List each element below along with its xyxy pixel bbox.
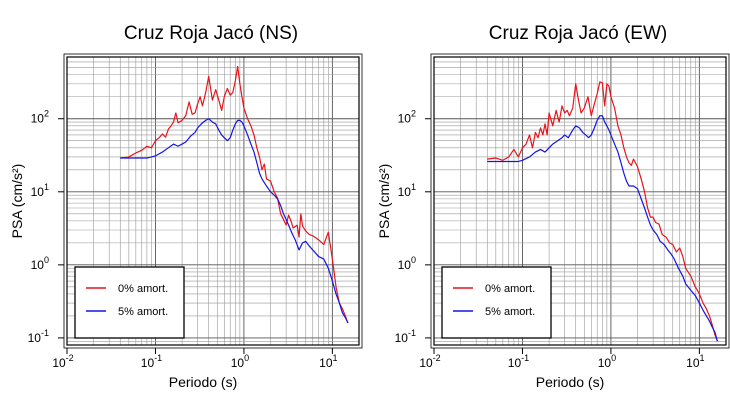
legend-label: 5% amort. — [485, 306, 535, 318]
legend: 0% amort. 5% amort. — [441, 266, 552, 339]
y-axis-label: PSA (cm/s²) — [376, 164, 392, 239]
x-tick-label: 10-2 — [419, 353, 440, 370]
series-line-damped — [487, 115, 719, 342]
legend-box — [441, 266, 552, 339]
plot-frame-outer — [63, 53, 363, 349]
plot-frame-outer — [430, 53, 730, 349]
x-axis-label: Periodo (s) — [536, 374, 604, 390]
x-tick-label: 10-2 — [52, 353, 73, 370]
series-line-undamped — [120, 65, 349, 324]
x-tick-label: 101 — [686, 353, 704, 370]
y-tick-label: 10-1 — [28, 328, 49, 345]
y-axis-label: PSA (cm/s²) — [9, 164, 25, 239]
x-tick-label: 10-1 — [508, 353, 529, 370]
x-tick-label: 100 — [598, 353, 616, 370]
y-axis: 10-1 100 101 102 — [395, 109, 431, 345]
legend-label: 0% amort. — [485, 283, 535, 295]
legend: 0% amort. 5% amort. — [74, 266, 185, 339]
legend-label: 5% amort. — [118, 306, 168, 318]
y-tick-label: 102 — [31, 109, 49, 126]
chart-title: Cruz Roja Jacó (NS) — [124, 23, 298, 44]
legend-label: 0% amort. — [118, 283, 168, 295]
chart-panel-ew: Cruz Roja Jacó (EW)10-2 10-1 100 101Periodo… — [376, 23, 730, 390]
x-axis: 10-2 10-1 100 101 — [419, 348, 705, 370]
plot-frame — [433, 56, 727, 346]
x-tick-label: 100 — [231, 353, 249, 370]
x-axis-label: Periodo (s) — [169, 374, 237, 390]
y-tick-label: 10-1 — [395, 328, 416, 345]
chart-title: Cruz Roja Jacó (EW) — [489, 23, 667, 44]
plot-frame — [66, 56, 360, 346]
series-line-undamped — [487, 81, 718, 342]
x-tick-label: 101 — [319, 353, 337, 370]
x-tick-label: 10-1 — [141, 353, 162, 370]
y-tick-label: 101 — [398, 182, 416, 199]
y-axis: 10-1 100 101 102 — [28, 109, 64, 345]
y-tick-label: 100 — [31, 255, 49, 272]
x-axis: 10-2 10-1 100 101 — [52, 348, 338, 370]
y-tick-label: 102 — [398, 109, 416, 126]
series-line-damped — [120, 118, 349, 324]
chart-panel-ns: Cruz Roja Jacó (NS)10-2 10-1 100 101Periodo… — [9, 23, 363, 390]
y-tick-label: 100 — [398, 255, 416, 272]
legend-box — [74, 266, 185, 339]
y-tick-label: 101 — [31, 182, 49, 199]
